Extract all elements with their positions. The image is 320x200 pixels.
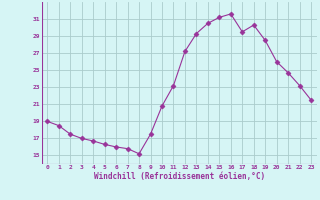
X-axis label: Windchill (Refroidissement éolien,°C): Windchill (Refroidissement éolien,°C) [94,172,265,181]
